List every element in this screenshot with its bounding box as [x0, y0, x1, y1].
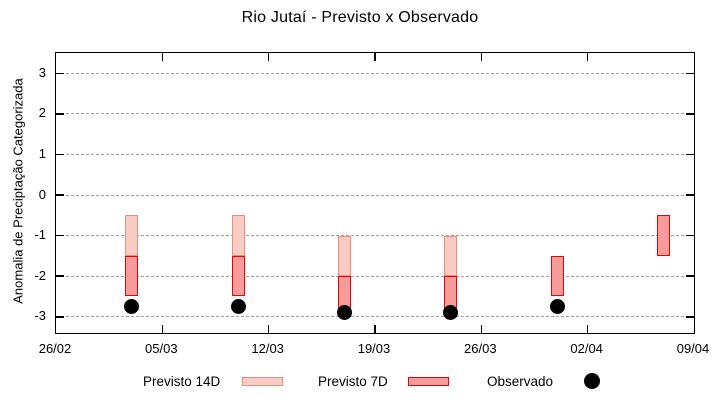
y-tick-label: 1 [38, 145, 46, 161]
observado-dot [443, 305, 459, 321]
legend-label-previsto-7d: Previsto 7D [318, 374, 388, 389]
observado-dot [230, 299, 246, 315]
bar-previsto-14d [338, 235, 352, 277]
gridline [56, 235, 694, 237]
x-tick-mark [267, 325, 270, 333]
y-tick-mark [56, 234, 64, 237]
legend-label-observado: Observado [487, 374, 554, 389]
x-tick-mark [480, 325, 483, 333]
y-tick-mark-right [686, 316, 694, 318]
bar-previsto-14d [444, 235, 458, 277]
chart-title: Rio Jutaí - Previsto x Observado [241, 9, 479, 26]
x-tick-label: 12/03 [251, 341, 284, 356]
x-tick-mark-top [161, 53, 164, 61]
y-tick-mark-right [686, 153, 694, 156]
x-tick-mark-top [267, 53, 270, 61]
gridline [56, 113, 694, 115]
bar-previsto-14d [231, 215, 245, 256]
x-tick-label: 02/04 [570, 341, 603, 356]
plot-area [55, 52, 695, 334]
y-tick-mark-right [686, 234, 694, 237]
y-tick-mark [56, 113, 64, 115]
y-tick-mark-right [686, 72, 694, 75]
x-tick-mark [374, 325, 376, 333]
y-tick-mark-right [686, 113, 694, 115]
bar-previsto-7d [550, 255, 564, 297]
y-tick-mark-right [686, 194, 694, 196]
legend-swatch-observado-icon [584, 373, 600, 389]
observado-dot [549, 299, 565, 315]
bar-previsto-14d [125, 215, 139, 256]
y-tick-mark-right [686, 275, 694, 277]
observado-dot [124, 299, 140, 315]
bar-previsto-7d [231, 255, 245, 297]
y-tick-mark [56, 275, 64, 277]
y-tick-label: 2 [38, 105, 46, 121]
gridline [56, 194, 694, 196]
x-tick-label: 19/03 [357, 341, 391, 356]
y-tick-mark [56, 153, 64, 156]
legend-swatch-previsto-7d-icon [408, 377, 449, 386]
x-tick-label: 05/03 [145, 341, 178, 356]
x-tick-label: 26/02 [38, 341, 72, 356]
x-tick-mark-top [374, 53, 376, 61]
legend-swatch-previsto-14d-icon [242, 377, 283, 386]
gridline [56, 275, 694, 277]
gridline [56, 153, 694, 155]
x-tick-mark [161, 325, 164, 333]
y-tick-mark [56, 316, 64, 318]
gridline [56, 72, 694, 74]
x-tick-mark-top [586, 53, 589, 61]
gridline [56, 316, 694, 318]
y-tick-label: 3 [38, 64, 46, 80]
x-tick-mark-top [480, 53, 483, 61]
y-tick-label: -2 [34, 267, 46, 283]
observado-dot [337, 305, 353, 321]
y-tick-mark [56, 194, 64, 196]
legend-label-previsto-14d: Previsto 14D [143, 374, 221, 389]
y-tick-mark [56, 72, 64, 75]
y-tick-label: -1 [34, 227, 46, 243]
bar-previsto-7d [657, 215, 671, 256]
bar-previsto-7d [125, 255, 139, 297]
y-tick-label: -3 [34, 308, 46, 324]
x-tick-mark [586, 325, 589, 333]
y-tick-label: 0 [38, 186, 46, 202]
x-tick-label: 09/04 [676, 341, 710, 356]
x-tick-label: 26/03 [464, 341, 497, 356]
